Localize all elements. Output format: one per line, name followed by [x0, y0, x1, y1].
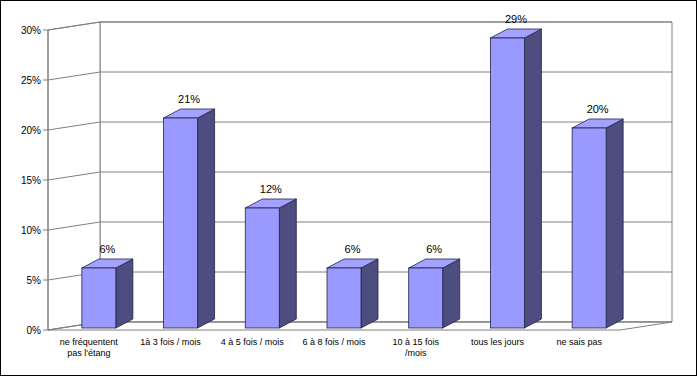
tick-mark	[43, 30, 48, 31]
bar-side	[116, 259, 133, 328]
category-label: 4 à 5 fois / mois	[221, 337, 285, 347]
category-label: 6 à 8 fois / mois	[302, 337, 366, 347]
tick-mark	[43, 230, 48, 231]
grid-line	[48, 22, 672, 30]
bar-front	[572, 128, 606, 328]
category-line: 4 à 5 fois / mois	[221, 337, 285, 347]
category-label: ne sais pas	[556, 337, 602, 347]
data-label: 12%	[260, 183, 282, 195]
tick-label: 10%	[21, 225, 41, 236]
data-label: 29%	[505, 13, 527, 25]
bar	[82, 259, 133, 328]
grid-line	[48, 72, 672, 80]
bars	[82, 29, 623, 328]
tick-mark	[43, 80, 48, 81]
bar-top	[409, 259, 460, 268]
data-label: 6%	[99, 243, 115, 255]
bar	[409, 259, 460, 328]
bar-front	[82, 268, 116, 328]
bar-front	[327, 268, 361, 328]
bar-top	[82, 259, 133, 268]
tick-mark	[43, 330, 48, 331]
category-line: ne sais pas	[556, 337, 602, 347]
bar	[327, 259, 378, 328]
category-label: 1à 3 fois / mois	[140, 337, 201, 347]
category-line: 10 à 15 fois	[392, 337, 439, 347]
bar-front	[164, 118, 198, 328]
bar-front	[245, 208, 279, 328]
bar-front	[490, 38, 524, 328]
labels: 6% ne fréquententpas l'étang 21% 1à 3 fois …	[60, 13, 609, 358]
tick-label: 5%	[27, 275, 42, 286]
bar-side	[279, 199, 296, 328]
bar-top	[164, 109, 215, 118]
tick-mark	[43, 130, 48, 131]
bar	[572, 119, 623, 328]
category-label: tous les jours	[471, 337, 525, 347]
bar-top	[572, 119, 623, 128]
category-label: 10 à 15 fois/mois	[392, 337, 439, 358]
category-label: ne fréquententpas l'étang	[60, 337, 119, 358]
chart: 0% 5% 10% 15% 20% 25% 30% 6% ne fréquententpas l…	[0, 0, 697, 376]
category-line: tous les jours	[471, 337, 525, 347]
data-label: 20%	[587, 103, 609, 115]
data-label: 6%	[426, 243, 442, 255]
data-label: 21%	[178, 93, 200, 105]
tick-label: 15%	[21, 175, 41, 186]
category-line: /mois	[405, 348, 427, 358]
bar	[490, 29, 541, 328]
bar-side	[524, 29, 541, 328]
data-label: 6%	[345, 243, 361, 255]
bar-side	[361, 259, 378, 328]
bar-front	[409, 268, 443, 328]
bar-side	[198, 109, 215, 328]
bar-side	[606, 119, 623, 328]
tick-label: 20%	[21, 125, 41, 136]
category-line: pas l'étang	[67, 348, 110, 358]
category-line: 6 à 8 fois / mois	[302, 337, 366, 347]
bar-top	[327, 259, 378, 268]
category-line: ne fréquentent	[60, 337, 119, 347]
category-line: 1à 3 fois / mois	[140, 337, 201, 347]
bar-side	[443, 259, 460, 328]
y-axis	[48, 30, 49, 330]
frame	[1, 1, 697, 376]
tick-mark	[43, 280, 48, 281]
tick-mark	[43, 180, 48, 181]
tick-label: 30%	[21, 25, 41, 36]
bar-top	[245, 199, 296, 208]
tick-label: 0%	[27, 325, 42, 336]
bar	[245, 199, 296, 328]
bar-top	[490, 29, 541, 38]
bar	[164, 109, 215, 328]
tick-label: 25%	[21, 75, 41, 86]
